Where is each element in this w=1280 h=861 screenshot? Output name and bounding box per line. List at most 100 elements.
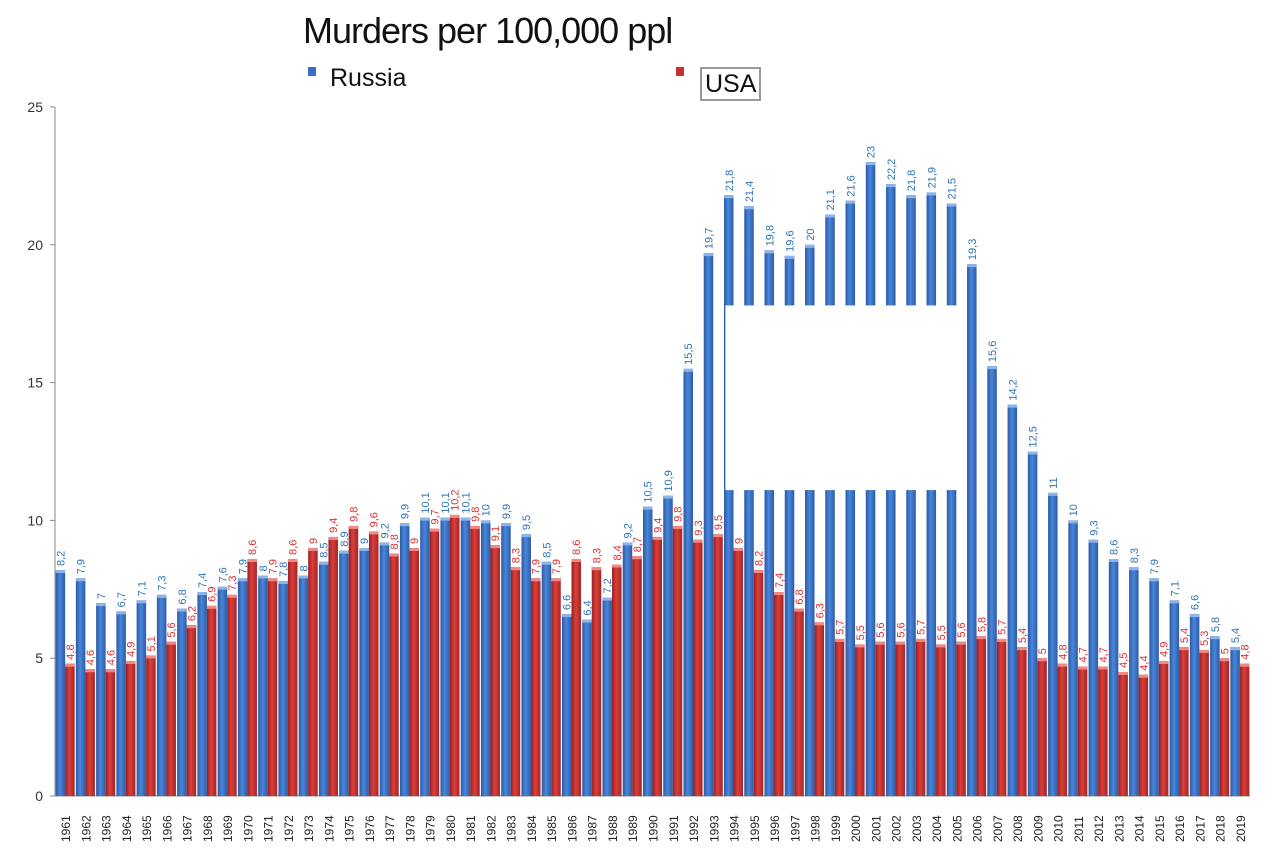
data-label-usa-1962: 4,6 bbox=[85, 650, 97, 665]
bar-russia-cap-2006 bbox=[967, 264, 977, 268]
bar-russia-1963 bbox=[96, 603, 106, 796]
bar-russia-1965 bbox=[136, 600, 147, 796]
bar-usa-2019 bbox=[1239, 663, 1250, 796]
bar-usa-2010 bbox=[1057, 663, 1068, 796]
bar-russia-cap-1969 bbox=[217, 586, 228, 590]
bar-usa-cap-1963 bbox=[105, 669, 116, 673]
bar-russia-1998 bbox=[805, 244, 815, 797]
data-label-usa-1973: 9 bbox=[308, 538, 320, 544]
x-tick-label-1973: 1973 bbox=[302, 815, 316, 842]
bar-usa-2011 bbox=[1077, 666, 1088, 796]
data-label-russia-1968: 7,4 bbox=[197, 573, 209, 588]
bar-russia-cap-2004 bbox=[926, 192, 937, 196]
bar-russia-cap-1993 bbox=[703, 253, 714, 257]
data-label-russia-2009: 12,5 bbox=[1028, 426, 1040, 447]
x-tick-label-1965: 1965 bbox=[140, 815, 154, 842]
bar-usa-1968 bbox=[206, 605, 217, 796]
data-label-usa-2000: 5,5 bbox=[855, 625, 867, 640]
data-label-usa-2001: 5,6 bbox=[875, 622, 887, 637]
bar-usa-1963 bbox=[105, 669, 116, 796]
bars-layer bbox=[55, 162, 1250, 797]
data-label-russia-1981: 10,1 bbox=[460, 492, 472, 513]
data-label-usa-1972: 8,6 bbox=[288, 540, 300, 555]
bar-russia-1984 bbox=[521, 534, 531, 796]
bar-russia-1983 bbox=[501, 523, 511, 796]
x-tick-label-2017: 2017 bbox=[1193, 815, 1207, 842]
bar-russia-1980 bbox=[440, 517, 450, 796]
bar-usa-cap-1980 bbox=[449, 514, 460, 518]
bar-russia-1972 bbox=[278, 581, 288, 796]
data-label-usa-2003: 5,7 bbox=[916, 620, 928, 635]
bar-usa-2003 bbox=[915, 638, 926, 796]
bar-russia-2018 bbox=[1210, 636, 1220, 796]
bar-russia-1985 bbox=[541, 561, 552, 796]
bar-usa-cap-1997 bbox=[794, 608, 804, 612]
bar-russia-2016 bbox=[1169, 600, 1180, 796]
x-tick-label-1977: 1977 bbox=[383, 815, 397, 842]
data-label-usa-2010: 4,8 bbox=[1057, 644, 1069, 659]
bar-usa-2004 bbox=[936, 644, 946, 796]
data-label-usa-1982: 9,1 bbox=[490, 526, 502, 541]
bar-russia-cap-2003 bbox=[906, 195, 916, 199]
bar-russia-cap-2002 bbox=[886, 184, 896, 188]
bar-russia-1978 bbox=[399, 523, 410, 796]
data-label-usa-2007: 5,7 bbox=[997, 620, 1009, 635]
x-tick-label-1997: 1997 bbox=[788, 815, 802, 842]
bar-russia-cap-1968 bbox=[197, 592, 207, 596]
x-tick-label-1989: 1989 bbox=[626, 815, 640, 842]
bar-russia-cap-2009 bbox=[1027, 451, 1038, 455]
data-label-usa-1980: 10,2 bbox=[450, 489, 462, 510]
bar-usa-cap-1972 bbox=[287, 558, 298, 562]
chart-title: Murders per 100,000 ppl bbox=[303, 10, 673, 51]
bar-russia-cap-2007 bbox=[987, 366, 997, 370]
x-tick-label-1991: 1991 bbox=[667, 815, 681, 842]
bar-russia-cap-2000 bbox=[845, 200, 856, 204]
data-label-russia-2002: 22,2 bbox=[886, 159, 898, 180]
bar-usa-2005 bbox=[956, 641, 966, 796]
bar-usa-1984 bbox=[530, 578, 541, 796]
x-tick-label-1978: 1978 bbox=[403, 815, 417, 842]
data-label-russia-1979: 10,1 bbox=[420, 492, 432, 513]
data-label-usa-1968: 6,9 bbox=[207, 587, 219, 602]
bar-usa-2012 bbox=[1098, 666, 1108, 796]
bar-russia-cap-2010 bbox=[1048, 492, 1058, 496]
bar-russia-1997 bbox=[784, 255, 795, 797]
data-label-russia-1991: 10,9 bbox=[663, 470, 675, 491]
data-label-russia-2001: 23 bbox=[866, 146, 878, 158]
x-tick-label-1988: 1988 bbox=[606, 815, 620, 842]
bar-russia-cap-1996 bbox=[764, 250, 775, 254]
bar-usa-2008 bbox=[1017, 647, 1027, 796]
bar-russia-2019 bbox=[1230, 647, 1240, 796]
x-tick-label-1999: 1999 bbox=[829, 815, 843, 842]
bar-russia-1975 bbox=[339, 550, 349, 796]
bar-russia-1973 bbox=[298, 575, 309, 796]
data-label-russia-1989: 9,2 bbox=[622, 523, 634, 538]
data-label-usa-1984: 7,9 bbox=[531, 559, 543, 574]
x-tick-label-2014: 2014 bbox=[1133, 815, 1147, 842]
bar-usa-cap-2005 bbox=[956, 641, 966, 645]
bar-russia-2012 bbox=[1088, 539, 1099, 796]
data-label-russia-1997: 19,6 bbox=[785, 230, 797, 251]
x-tick-label-1964: 1964 bbox=[120, 815, 134, 842]
data-label-usa-1970: 8,6 bbox=[247, 540, 259, 555]
data-label-russia-1962: 7,9 bbox=[76, 559, 88, 574]
bar-usa-1998 bbox=[814, 622, 825, 796]
data-label-russia-1969: 7,6 bbox=[217, 567, 229, 582]
x-tick-label-1974: 1974 bbox=[322, 815, 336, 842]
labels-layer: 8,2 4,8 7,9 4,6 7 4,6 6,7 4,9 7,1 5,1 7,3 5,6 6,8 6,2… bbox=[55, 146, 1251, 671]
data-label-usa-1979: 9,7 bbox=[429, 509, 441, 524]
data-label-russia-1966: 7,3 bbox=[157, 576, 169, 591]
bar-usa-cap-2006 bbox=[976, 636, 987, 640]
x-tick-label-2019: 2019 bbox=[1234, 815, 1248, 842]
bar-usa-1990 bbox=[652, 536, 663, 796]
bar-russia-2008 bbox=[1007, 404, 1018, 796]
data-label-usa-1991: 9,8 bbox=[673, 507, 685, 522]
bar-russia-1981 bbox=[460, 517, 471, 796]
bar-russia-cap-1995 bbox=[744, 206, 754, 210]
bar-usa-cap-1993 bbox=[713, 534, 723, 538]
data-label-russia-1986: 6,6 bbox=[562, 595, 574, 610]
data-label-russia-2017: 6,6 bbox=[1190, 595, 1202, 610]
x-tick-label-1984: 1984 bbox=[525, 815, 539, 842]
bar-russia-1966 bbox=[156, 594, 167, 796]
x-tick-label-2012: 2012 bbox=[1092, 815, 1106, 842]
